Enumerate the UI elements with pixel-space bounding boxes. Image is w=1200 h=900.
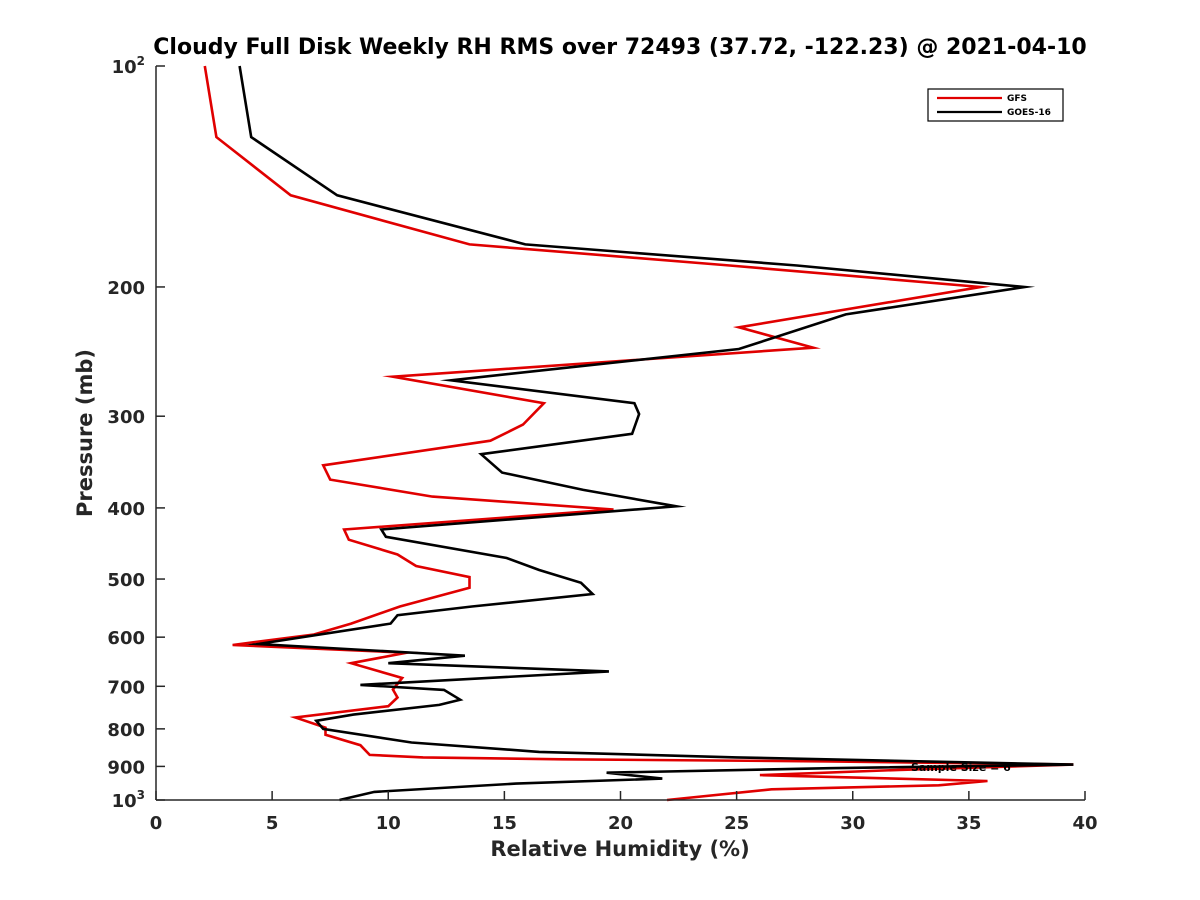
x-tick-label: 15 xyxy=(492,813,517,834)
chart-title: Cloudy Full Disk Weekly RH RMS over 7249… xyxy=(153,35,1086,60)
legend-label-gfs: GFS xyxy=(1007,94,1027,104)
y-tick-label: 200 xyxy=(107,278,145,299)
y-tick-exponent: 3 xyxy=(137,788,145,802)
y-tick-label: 300 xyxy=(107,407,145,428)
legend-box xyxy=(927,88,1064,122)
y-tick-exponent: 2 xyxy=(137,54,145,68)
x-tick-label: 0 xyxy=(150,813,163,834)
y-tick-label: 700 xyxy=(107,677,145,698)
sample-size-annotation: Sample Size = 6 xyxy=(911,761,1011,774)
series-line-goes16 xyxy=(238,65,1074,802)
series-line-gfs xyxy=(203,65,1074,802)
y-tick-label: 600 xyxy=(107,628,145,649)
y-tick-base: 10 xyxy=(112,791,137,812)
y-tick-label: 900 xyxy=(107,757,145,778)
y-tick-base: 10 xyxy=(112,57,137,78)
y-tick-label: 800 xyxy=(107,720,145,741)
series-layer xyxy=(203,65,1074,802)
x-axis-label: Relative Humidity (%) xyxy=(490,837,749,861)
x-tick-label: 5 xyxy=(266,813,279,834)
x-tick-label: 10 xyxy=(376,813,401,834)
x-tick-label: 30 xyxy=(840,813,865,834)
x-tick-label: 35 xyxy=(956,813,981,834)
legend: GFS GOES-16 xyxy=(927,88,1064,122)
x-tick-label: 25 xyxy=(724,813,749,834)
y-tick-label: 400 xyxy=(107,499,145,520)
x-ticks: 0 5 10 15 20 25 30 35 40 xyxy=(150,791,1098,834)
y-tick-label-power: 102 xyxy=(112,54,145,78)
y-tick-label-power: 103 xyxy=(112,788,145,812)
x-tick-label: 20 xyxy=(608,813,633,834)
x-tick-label: 40 xyxy=(1072,813,1097,834)
legend-label-goes16: GOES-16 xyxy=(1007,108,1051,118)
y-axis-label: Pressure (mb) xyxy=(73,349,97,517)
y-tick-label: 500 xyxy=(107,570,145,591)
